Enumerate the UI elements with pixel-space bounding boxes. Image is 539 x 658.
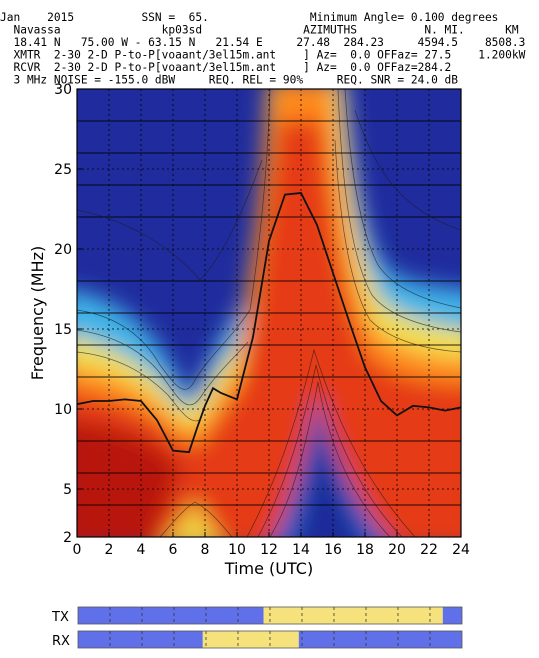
x-tick-label: 10 bbox=[228, 542, 246, 558]
x-tick-label: 22 bbox=[420, 542, 438, 558]
x-tick-label: 16 bbox=[324, 542, 342, 558]
rx-bar-label: RX bbox=[52, 634, 70, 649]
rx-bar-segment bbox=[78, 631, 203, 648]
header-line: XMTR 2-30 2-D P-to-P[voaant/3el15m.ant ]… bbox=[0, 49, 526, 62]
y-tick-label: 10 bbox=[54, 402, 72, 418]
x-tick-label: 6 bbox=[169, 542, 178, 558]
contour-line bbox=[77, 89, 271, 390]
heat-band-dark-red bbox=[77, 421, 182, 537]
contour-line bbox=[77, 351, 201, 422]
x-tick-label: 24 bbox=[452, 542, 470, 558]
contour-line bbox=[354, 109, 461, 231]
contour-lines bbox=[77, 89, 461, 537]
x-tick-label: 14 bbox=[292, 542, 310, 558]
tx-bar-segment bbox=[263, 607, 443, 624]
y-tick-label: 25 bbox=[54, 162, 72, 178]
contour-line bbox=[344, 89, 461, 309]
heatmap-area bbox=[77, 89, 461, 537]
contour-line bbox=[269, 381, 391, 537]
muf-line bbox=[77, 192, 461, 454]
tx-bar bbox=[77, 606, 463, 625]
y-axis-label: Frequency (MHz) bbox=[28, 246, 47, 380]
header-line: RCVR 2-30 2-D P-to-P[voaant/3el15m.ant ]… bbox=[0, 61, 451, 74]
x-tick-label: 0 bbox=[73, 542, 82, 558]
tx-bar-segment bbox=[78, 607, 264, 624]
rx-bar bbox=[77, 630, 463, 649]
rx-bar-frame bbox=[77, 630, 463, 649]
heat-band-red bbox=[77, 120, 461, 537]
tx-bar-label: TX bbox=[51, 610, 69, 625]
rx-bar-segment bbox=[298, 631, 462, 648]
x-axis-ticks: 0 2 4 6 8 10 12 14 16 18 20 22 24 bbox=[73, 532, 470, 558]
contour-line bbox=[337, 89, 461, 333]
contour-line bbox=[334, 139, 461, 353]
x-tick-label: 2 bbox=[105, 542, 114, 558]
y-tick-label: 5 bbox=[63, 482, 72, 498]
y-tick-label: 20 bbox=[54, 242, 72, 258]
heat-valley-core bbox=[295, 415, 363, 537]
contour-line bbox=[257, 364, 403, 537]
x-tick-label: 4 bbox=[137, 542, 146, 558]
y-tick-label: 15 bbox=[54, 322, 72, 338]
contour-line bbox=[77, 329, 249, 406]
heat-notch-low-freq bbox=[169, 500, 218, 537]
y-tick-label: 30 bbox=[54, 82, 72, 98]
header-line: 18.41 N 75.00 W - 63.15 N 21.54 E 27.48 … bbox=[0, 36, 525, 49]
contour-line bbox=[159, 501, 233, 537]
x-tick-label: 20 bbox=[388, 542, 406, 558]
header-line: Navassa kp03sd AZIMUTHS N. MI. KM bbox=[0, 24, 519, 37]
tx-bar-segment bbox=[442, 607, 462, 624]
contour-line bbox=[246, 348, 416, 537]
rx-bar-segment bbox=[202, 631, 299, 648]
contour-line bbox=[77, 159, 263, 281]
grid-lines bbox=[77, 89, 461, 537]
x-tick-label: 8 bbox=[201, 542, 210, 558]
x-tick-label: 18 bbox=[356, 542, 374, 558]
x-axis-label: Time (UTC) bbox=[224, 559, 313, 578]
header-line: 3 MHz NOISE = -155.0 dBW REQ. REL = 90% … bbox=[0, 74, 458, 87]
tx-bar-frame bbox=[77, 606, 463, 625]
report-header: Jan 2015 SSN = 65. Minimum Angle= 0.100 … bbox=[0, 11, 526, 87]
y-tick-label: 2 bbox=[63, 530, 72, 546]
x-tick-label: 12 bbox=[260, 542, 278, 558]
header-line: Jan 2015 SSN = 65. Minimum Angle= 0.100 … bbox=[0, 11, 498, 24]
tx-rx-availability: TX RX bbox=[51, 606, 463, 649]
